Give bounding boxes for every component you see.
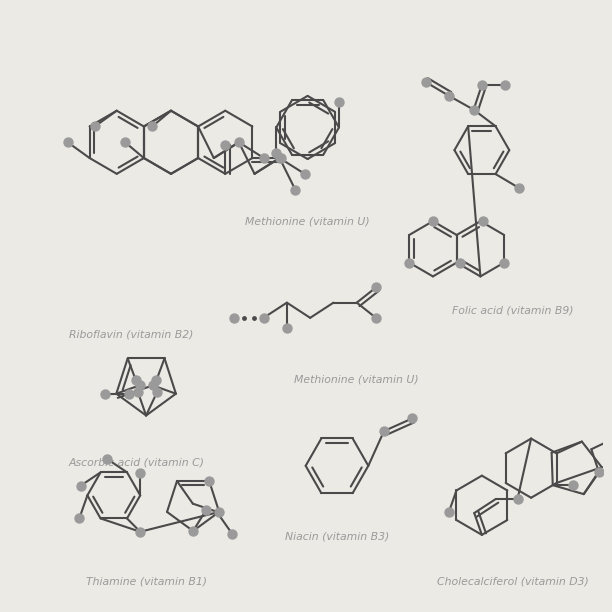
Point [220,141,230,151]
Point [214,507,224,517]
Point [249,313,259,323]
Text: Ascorbic acid (vitamin C): Ascorbic acid (vitamin C) [69,458,204,468]
Point [90,122,100,132]
Text: Cholecalciferol (vitamin D3): Cholecalciferol (vitamin D3) [438,577,589,586]
Point [259,153,269,163]
Point [151,376,161,386]
Point [201,505,211,515]
Point [444,507,453,517]
Point [204,476,214,486]
Point [444,91,454,101]
Point [407,414,417,424]
Point [275,153,285,163]
Text: Methionine (vitamin U): Methionine (vitamin U) [294,374,419,384]
Text: Folic acid (vitamin B9): Folic acid (vitamin B9) [452,305,574,315]
Text: Riboflavin (vitamin B2): Riboflavin (vitamin B2) [69,330,193,340]
Point [234,137,244,147]
Point [568,480,578,490]
Point [334,97,344,107]
Point [133,387,143,397]
Point [135,381,144,390]
Point [271,148,281,158]
Point [594,468,604,477]
Point [230,313,239,323]
Point [131,376,141,386]
Point [500,80,510,90]
Point [428,216,438,226]
Point [371,283,381,293]
Point [371,313,381,323]
Text: Methionine (vitamin U): Methionine (vitamin U) [245,216,370,226]
Point [147,381,157,390]
Point [147,122,157,132]
Point [135,468,145,477]
Point [514,183,524,193]
Point [513,494,523,504]
Point [230,313,239,323]
Point [290,185,300,195]
Point [239,313,249,323]
Point [421,77,431,87]
Text: Niacin (vitamin B3): Niacin (vitamin B3) [285,532,389,542]
Point [228,529,237,539]
Point [135,527,145,537]
Point [499,258,509,267]
Point [300,169,310,179]
Point [120,137,130,147]
Point [469,105,479,114]
Point [124,389,134,398]
Point [379,426,389,436]
Text: Thiamine (vitamin B1): Thiamine (vitamin B1) [86,577,207,586]
Point [102,454,112,464]
Point [100,389,110,398]
Point [455,258,465,267]
Point [76,481,86,491]
Point [63,137,73,147]
Point [479,216,488,226]
Point [275,153,285,163]
Point [477,80,487,90]
Point [75,513,84,523]
Point [282,323,292,332]
Point [152,387,162,397]
Point [188,526,198,536]
Point [405,258,414,267]
Point [259,313,269,323]
